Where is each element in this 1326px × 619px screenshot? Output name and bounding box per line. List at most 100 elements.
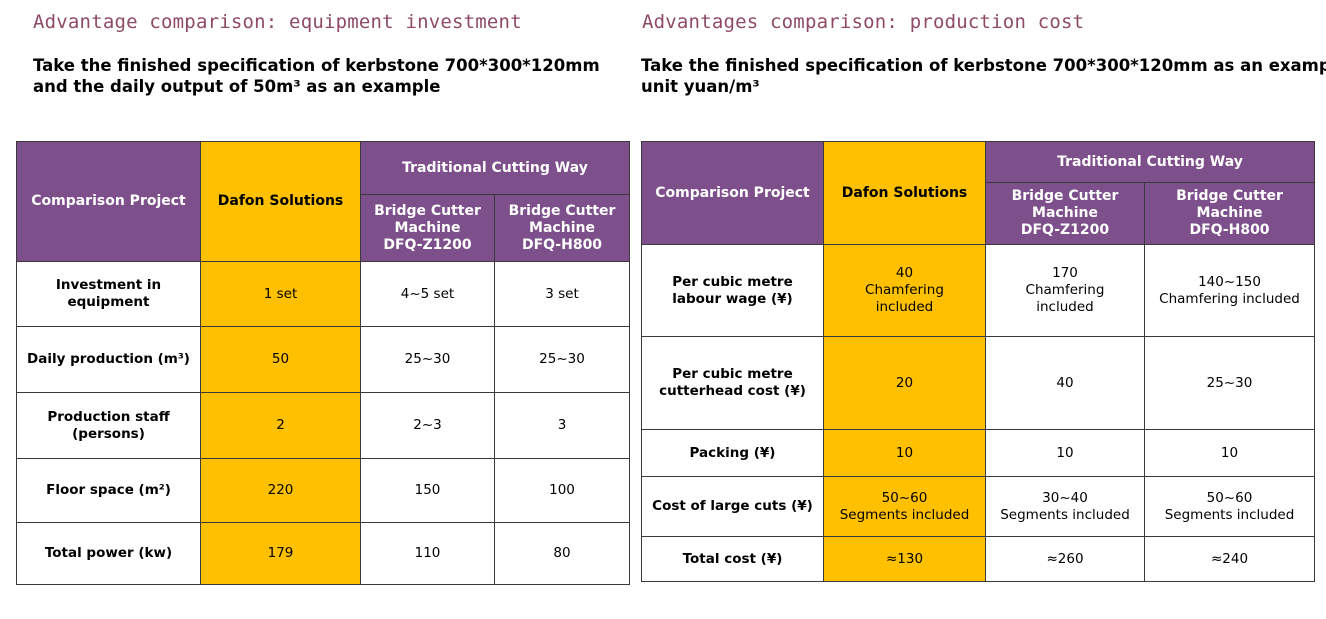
dafon-value-cell: 1 set — [200, 261, 361, 327]
table-row: Total power (kw) 179 110 80 — [16, 522, 631, 585]
table-row: Packing (¥) 10 10 10 — [641, 429, 1316, 477]
cell-text-line: Floor space (m²) — [46, 482, 171, 498]
cell-text-line: 10 — [1220, 444, 1239, 461]
cell-text-line: Cost of large cuts (¥) — [652, 498, 813, 514]
row-label-cell: Packing (¥) — [641, 429, 824, 477]
dfq-h800-value-cell: 3 — [493, 392, 631, 459]
cell-text-line: cutterhead cost (¥) — [659, 383, 806, 399]
cell-text-line: Total cost (¥) — [682, 550, 783, 567]
dafon-value-cell: 50 — [200, 326, 361, 393]
cell-text-line: 2~3 — [413, 417, 442, 433]
row-label-cell: Floor space (m²) — [16, 458, 201, 523]
cell-text-line: ≈130 — [885, 550, 924, 567]
dfq-z1200-value-cell: 170 Chamfering included — [985, 244, 1145, 337]
cell-text-line: Chamfering — [1025, 282, 1105, 298]
row-label-cell: Production staff (persons) — [16, 392, 201, 459]
row-label-cell: Total power (kw) — [16, 522, 201, 585]
cell-text-line: Per cubic metre — [672, 366, 793, 382]
cell-text-line: 50~60 — [1206, 489, 1253, 506]
table-row: Daily production (m³) 50 25~30 25~30 — [16, 326, 631, 393]
cell-text-line: 150 — [414, 482, 441, 498]
right-subtitle: Take the finished specification of kerbs… — [641, 55, 1326, 97]
dfq-h800-value-cell: 10 — [1143, 429, 1316, 477]
cell-text-line: Total power (kw) — [44, 545, 173, 561]
cell-text-line: Per cubic metre — [672, 273, 793, 290]
dfq-z1200-value-cell: 30~40 Segments included — [985, 476, 1145, 537]
cell-text-line: Production staff — [47, 408, 170, 425]
dfq-h800-value-cell: 25~30 — [1143, 336, 1316, 430]
cell-text-line: (persons) — [72, 425, 145, 442]
cell-text-line: included — [875, 299, 934, 315]
cell-text-line: Segments included — [1000, 506, 1130, 523]
row-label-cell: Cost of large cuts (¥) — [641, 476, 824, 537]
header-machine-dfq-z1200: Bridge Cutter Machine DFQ-Z1200 — [985, 182, 1145, 245]
cell-text-line: Packing (¥) — [689, 444, 776, 461]
row-label-cell: Daily production (m³) — [16, 326, 201, 393]
cell-text-line: 4~5 set — [400, 285, 455, 302]
dfq-h800-value-cell: 25~30 — [493, 326, 631, 393]
dafon-value-cell: 20 — [823, 336, 986, 430]
left-section-title: Advantage comparison: equipment investme… — [33, 11, 522, 33]
cell-text-line: 110 — [414, 545, 441, 561]
cell-text-line: 50~60 — [881, 489, 928, 506]
cell-text-line: labour wage (¥) — [672, 290, 793, 307]
dfq-h800-value-cell: 50~60 Segments included — [1143, 476, 1316, 537]
header-comparison-project: Comparison Project — [16, 141, 201, 262]
cell-text-line: 40 — [895, 265, 914, 281]
table-row: Total cost (¥) ≈130 ≈260 ≈240 — [641, 536, 1316, 582]
cell-text-line: ≈240 — [1210, 550, 1249, 567]
cell-text-line: included — [1036, 299, 1094, 315]
cell-text-line: Daily production (m³) — [27, 351, 190, 367]
dfq-z1200-value-cell: 150 — [360, 458, 495, 523]
dfq-h800-value-cell: 80 — [493, 522, 631, 585]
dafon-value-cell: 10 — [823, 429, 986, 477]
dafon-value-cell: 40 Chamfering included — [823, 244, 986, 337]
right-subtitle-line: Take the finished specification of kerbs… — [641, 56, 1326, 75]
dfq-h800-value-cell: 140~150 Chamfering included — [1143, 244, 1316, 337]
cell-text-line: Chamfering — [865, 282, 944, 298]
row-label-cell: Total cost (¥) — [641, 536, 824, 582]
cell-text-line: 220 — [267, 482, 294, 498]
cell-text-line: equipment — [67, 294, 150, 310]
row-label-cell: Investment in equipment — [16, 261, 201, 327]
cell-text-line: 10 — [1056, 444, 1074, 461]
cell-text-line: 140~150 — [1198, 273, 1261, 290]
dfq-z1200-value-cell: ≈260 — [985, 536, 1145, 582]
dafon-value-cell: ≈130 — [823, 536, 986, 582]
cell-text-line: 3 — [557, 417, 567, 433]
dfq-h800-value-cell: ≈240 — [1143, 536, 1316, 582]
cell-text-line: 1 set — [263, 285, 298, 302]
right-subtitle-line: unit yuan/m³ — [641, 77, 760, 96]
header-traditional-cutting-way: Traditional Cutting Way — [359, 141, 631, 195]
left-subtitle-line: Take the finished specification of kerbs… — [33, 56, 600, 75]
header-traditional-cutting-way: Traditional Cutting Way — [984, 141, 1316, 183]
table-row: Production staff (persons) 2 2~3 3 — [16, 392, 631, 459]
cell-text-line: 170 — [1052, 265, 1078, 281]
right-section-title: Advantages comparison: production cost — [642, 11, 1085, 33]
cell-text-line: 25~30 — [539, 351, 585, 367]
cell-text-line: Segments included — [1164, 506, 1295, 523]
cell-text-line: 2 — [276, 417, 285, 433]
cell-text-line: 20 — [895, 374, 914, 391]
dfq-z1200-value-cell: 25~30 — [360, 326, 495, 393]
table-row: Per cubic metre labour wage (¥) 40 Chamferi… — [641, 244, 1316, 337]
dfq-h800-value-cell: 100 — [493, 458, 631, 523]
dafon-value-cell: 179 — [200, 522, 361, 585]
dfq-z1200-value-cell: 40 — [985, 336, 1145, 430]
dafon-value-cell: 50~60 Segments included — [823, 476, 986, 537]
equipment-investment-table: Comparison Project Dafon Solutions Tradi… — [16, 141, 631, 585]
production-cost-table: Comparison Project Dafon Solutions Tradi… — [641, 141, 1316, 582]
right-table-body: Per cubic metre labour wage (¥) 40 Chamferi… — [641, 244, 1316, 582]
cell-text-line: Chamfering included — [1159, 290, 1300, 307]
header-dafon-solutions: Dafon Solutions — [823, 141, 986, 245]
cell-text-line: 80 — [553, 545, 571, 561]
cell-text-line: 179 — [267, 545, 294, 561]
cell-text-line: 100 — [549, 482, 575, 498]
left-subtitle-line: and the daily output of 50m³ as an examp… — [33, 77, 441, 96]
dafon-value-cell: 220 — [200, 458, 361, 523]
row-label-cell: Per cubic metre labour wage (¥) — [641, 244, 824, 337]
cell-text-line: 30~40 — [1042, 489, 1088, 506]
cell-text-line: 10 — [895, 444, 914, 461]
cell-text-line: 25~30 — [404, 351, 451, 367]
header-dafon-solutions: Dafon Solutions — [200, 141, 361, 262]
